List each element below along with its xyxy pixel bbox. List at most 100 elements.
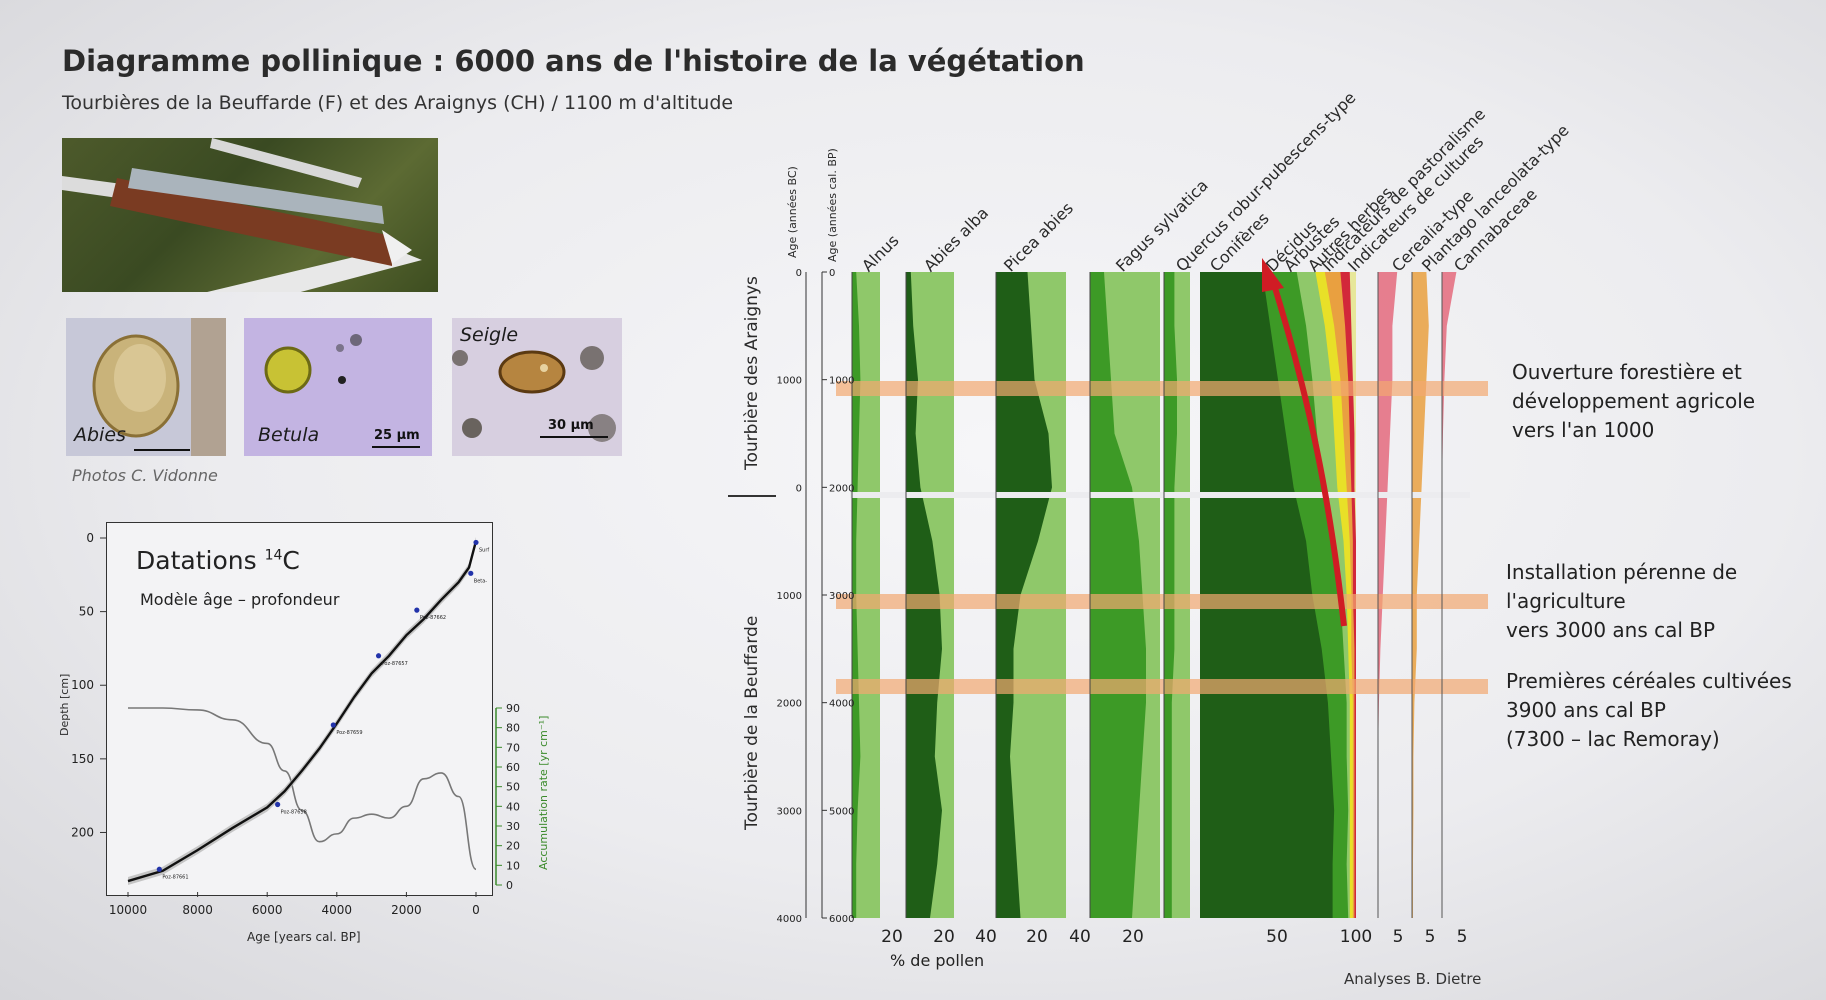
event-band bbox=[836, 594, 1488, 609]
seigle-pollen-grain bbox=[452, 346, 616, 442]
photo-betula-label: Betula bbox=[258, 424, 320, 446]
dated-sample-code: Poz-87658 bbox=[281, 809, 307, 815]
y2-tick-label: 50 bbox=[506, 781, 520, 794]
bc-tick-label: 3000 bbox=[777, 806, 802, 817]
bp-tick-label: 0 bbox=[829, 268, 835, 279]
pollen-x-axis-label: % de pollen bbox=[890, 951, 985, 970]
scale-label: 30 µm bbox=[548, 418, 594, 433]
age-depth-curve bbox=[127, 540, 478, 883]
site-separator bbox=[850, 492, 1470, 498]
y2-tick-label: 30 bbox=[506, 820, 520, 833]
core-photo bbox=[62, 138, 438, 292]
y2-tick-label: 10 bbox=[506, 859, 520, 872]
pollen-x-tick-label: 20 bbox=[1122, 927, 1144, 947]
bc-tick-label: 1000 bbox=[777, 376, 802, 387]
scale-bar bbox=[134, 449, 190, 451]
pollen-x-tick-label: 50 bbox=[1266, 927, 1288, 947]
page-title: Diagramme pollinique : 6000 ans de l'his… bbox=[62, 44, 1085, 78]
y2-tick-label: 60 bbox=[506, 761, 520, 774]
dated-sample-point bbox=[468, 570, 474, 576]
pollen-x-tick-label: 20 bbox=[933, 927, 955, 947]
x-tick-label: 10000 bbox=[109, 903, 147, 917]
annotation-installation: Installation pérenne de l'agriculture ve… bbox=[1506, 560, 1738, 642]
arrow-head-icon bbox=[1262, 258, 1284, 292]
dated-sample-code: Poz-87661 bbox=[162, 874, 188, 880]
dated-sample-point bbox=[414, 607, 420, 613]
pollen-x-tick-label: 20 bbox=[881, 927, 903, 947]
scale-label: 25 µm bbox=[374, 428, 420, 443]
y2-tick-label: 90 bbox=[506, 702, 520, 715]
scale-bar bbox=[372, 446, 420, 448]
scale-bar bbox=[540, 436, 608, 438]
datation-title: Datations 14C bbox=[136, 546, 300, 575]
bc-tick-label: 0 bbox=[796, 268, 802, 279]
page-subtitle: Tourbières de la Beuffarde (F) et des Ar… bbox=[62, 92, 734, 114]
datation-plot-frame bbox=[106, 522, 493, 896]
dated-sample-point bbox=[330, 722, 336, 728]
y2-tick-label: 40 bbox=[506, 800, 520, 813]
bc-tick-label: 4000 bbox=[777, 914, 802, 925]
pollen-x-tick-label: 5 bbox=[1457, 927, 1468, 947]
pollen-x-tick-label: 5 bbox=[1425, 927, 1436, 947]
trend-arrow bbox=[1269, 277, 1347, 627]
x-tick-label: 0 bbox=[472, 903, 480, 917]
x-axis-label: Age [years cal. BP] bbox=[247, 930, 361, 944]
y2-tick-label: 0 bbox=[506, 879, 513, 892]
bc-tick-label: 1000 bbox=[777, 591, 802, 602]
annotation-ouverture: Ouverture forestière et développement ag… bbox=[1512, 360, 1756, 442]
photo-seigle-label: Seigle bbox=[460, 324, 519, 346]
bc-tick-label: 2000 bbox=[777, 699, 802, 710]
cannabaceae-curve bbox=[1442, 272, 1457, 918]
dated-sample-point bbox=[473, 539, 479, 546]
photo-seigle bbox=[452, 318, 622, 456]
bp-tick-label: 4000 bbox=[829, 699, 854, 710]
cerealia-curve bbox=[1378, 272, 1398, 918]
y2-tick-label: 20 bbox=[506, 840, 520, 853]
pollen-x-tick-label: 20 bbox=[1026, 927, 1048, 947]
dated-sample-code: Poz-87662 bbox=[420, 615, 446, 621]
pollen-x-tick-label: 100 bbox=[1340, 927, 1372, 947]
photo-abies bbox=[66, 318, 226, 456]
x-tick-label: 4000 bbox=[322, 903, 353, 917]
y-tick-label: 0 bbox=[86, 531, 94, 545]
plantago-curve bbox=[1412, 272, 1429, 918]
photo-betula bbox=[244, 318, 432, 456]
y2-tick-label: 80 bbox=[506, 722, 520, 735]
site-label-beuffarde: Tourbière de la Beuffarde bbox=[742, 615, 762, 830]
betula-pollen-grain bbox=[264, 334, 362, 394]
pollen-x-tick-label: 40 bbox=[975, 927, 997, 947]
analysis-credit: Analyses B. Dietre bbox=[1344, 970, 1482, 988]
pollen-x-tick-label: 5 bbox=[1393, 927, 1404, 947]
picea-abies-curve bbox=[996, 272, 1052, 918]
bp-tick-label: 6000 bbox=[829, 914, 854, 925]
event-band bbox=[836, 381, 1488, 396]
event-band bbox=[836, 679, 1488, 694]
y-tick-label: 150 bbox=[71, 752, 94, 766]
site-label-araignys: Tourbière des Araignys bbox=[742, 276, 762, 470]
photo-credit: Photos C. Vidonne bbox=[72, 466, 218, 485]
dated-sample-code: Surf bbox=[479, 547, 489, 553]
y2-tick-label: 70 bbox=[506, 741, 520, 754]
accumulation-rate-curve bbox=[127, 707, 477, 871]
x-tick-label: 2000 bbox=[391, 903, 422, 917]
y-axis-bp-label: Age (années cal. BP) bbox=[826, 148, 839, 262]
dated-sample-point bbox=[156, 866, 162, 872]
datation-subtitle: Modèle âge – profondeur bbox=[140, 590, 340, 609]
x-tick-label: 8000 bbox=[182, 903, 213, 917]
bc-tick-label: 0 bbox=[796, 483, 802, 494]
bp-tick-label: 2000 bbox=[829, 483, 854, 494]
abies-pollen-grain bbox=[92, 318, 226, 456]
dated-sample-code: Poz-87657 bbox=[382, 661, 408, 667]
photo-abies-label: Abies bbox=[74, 424, 126, 446]
dated-sample-point bbox=[275, 801, 281, 808]
bp-tick-label: 1000 bbox=[829, 376, 854, 387]
y-tick-label: 200 bbox=[71, 825, 94, 839]
bp-tick-label: 5000 bbox=[829, 806, 854, 817]
y-tick-label: 50 bbox=[79, 605, 94, 619]
age-depth-chart: 10000 8000 6000 4000 2000 0050100150200010203… bbox=[71, 531, 520, 917]
y-axis-bc-label: Age (années BC) bbox=[786, 166, 799, 258]
y-tick-label: 100 bbox=[71, 678, 94, 692]
corer-illustration bbox=[62, 138, 422, 292]
dated-sample-code: Beta- bbox=[474, 578, 488, 584]
